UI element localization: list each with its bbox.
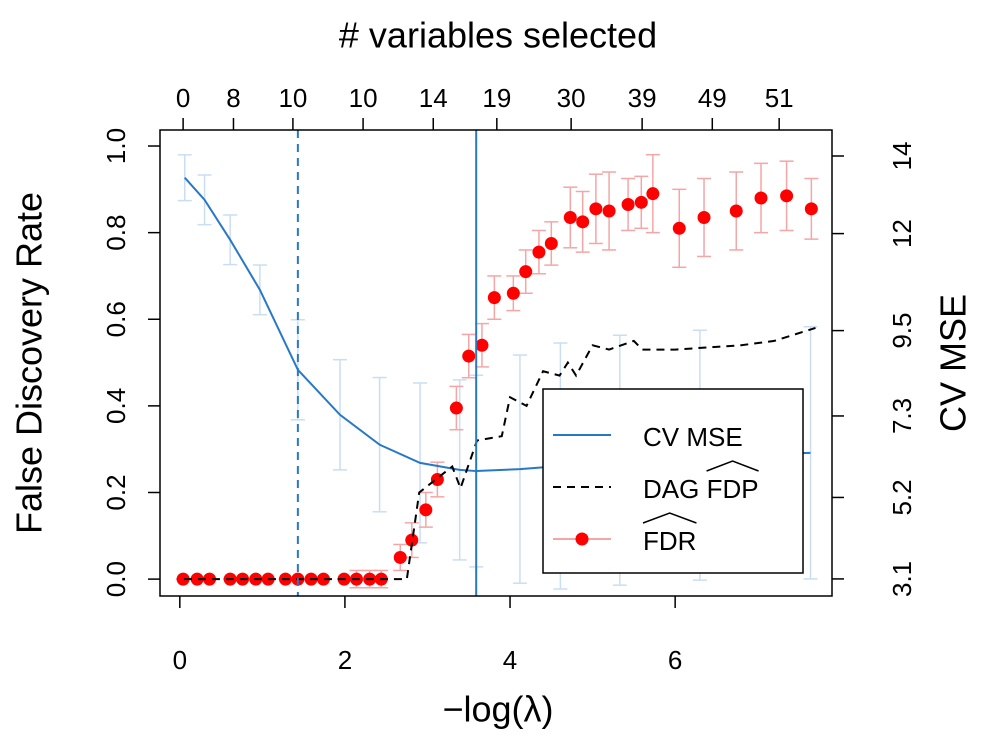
- legend-label: DAG FDP: [643, 474, 759, 504]
- y-tick-label: 0.2: [101, 474, 131, 510]
- point: [475, 338, 489, 352]
- x-tick-label: 6: [668, 645, 682, 675]
- y2-axis-title: CV MSE: [933, 294, 974, 432]
- y-tick-label: 1.0: [101, 128, 131, 164]
- y2-tick-label: 14: [887, 142, 917, 171]
- point: [697, 210, 711, 224]
- point: [621, 197, 635, 211]
- top-tick-label: 49: [698, 83, 727, 113]
- top-tick-label: 0: [176, 83, 190, 113]
- point: [532, 245, 546, 259]
- top-tick-label: 10: [349, 83, 378, 113]
- point: [190, 572, 204, 586]
- top-tick-label: 30: [557, 83, 586, 113]
- top-tick-label: 19: [482, 83, 511, 113]
- top-tick-label: 10: [278, 83, 307, 113]
- x-tick-label: 0: [173, 645, 187, 675]
- top-axis-title: # variables selected: [339, 15, 657, 56]
- point: [563, 210, 577, 224]
- point: [393, 550, 407, 564]
- point: [634, 195, 648, 209]
- legend-marker: [575, 532, 589, 546]
- point: [506, 286, 520, 300]
- point: [646, 187, 660, 201]
- top-tick-label: 8: [226, 83, 240, 113]
- point: [576, 215, 590, 229]
- point: [405, 533, 419, 547]
- y-tick-label: 0.0: [101, 561, 131, 597]
- legend-hat: [642, 512, 697, 524]
- point: [419, 503, 433, 517]
- point: [462, 349, 476, 363]
- x-tick-label: 2: [338, 645, 352, 675]
- point: [804, 202, 818, 216]
- top-tick-label: 39: [628, 83, 657, 113]
- legend-hat: [706, 460, 759, 472]
- series-line: [183, 326, 816, 581]
- legend-label: CV MSE: [643, 422, 743, 452]
- y-tick-label: 0.4: [101, 388, 131, 424]
- y-tick-label: 0.8: [101, 215, 131, 251]
- point: [544, 236, 558, 250]
- top-tick-label: 14: [419, 83, 448, 113]
- legend-label: FDR: [643, 526, 696, 556]
- y2-tick-label: 5.2: [887, 479, 917, 515]
- y-tick-label: 0.6: [101, 301, 131, 337]
- point: [602, 204, 616, 218]
- y2-tick-label: 7.3: [887, 398, 917, 434]
- point: [754, 191, 768, 205]
- x-axis-title: −log(λ): [442, 689, 553, 730]
- x-tick-label: 4: [503, 645, 517, 675]
- point: [729, 204, 743, 218]
- y2-tick-label: 3.1: [887, 561, 917, 597]
- point: [449, 401, 463, 415]
- point: [487, 291, 501, 305]
- top-tick-label: 51: [765, 83, 794, 113]
- y2-tick-label: 9.5: [887, 313, 917, 349]
- error-bar: [177, 154, 192, 202]
- plot-frame: [159, 129, 833, 597]
- y-axis-title: False Discovery Rate: [9, 192, 50, 534]
- point: [316, 572, 330, 586]
- point: [176, 572, 190, 586]
- y2-tick-label: 12: [887, 219, 917, 248]
- point: [203, 572, 217, 586]
- point: [589, 202, 603, 216]
- point: [672, 221, 686, 235]
- point: [780, 189, 794, 203]
- point: [519, 265, 533, 279]
